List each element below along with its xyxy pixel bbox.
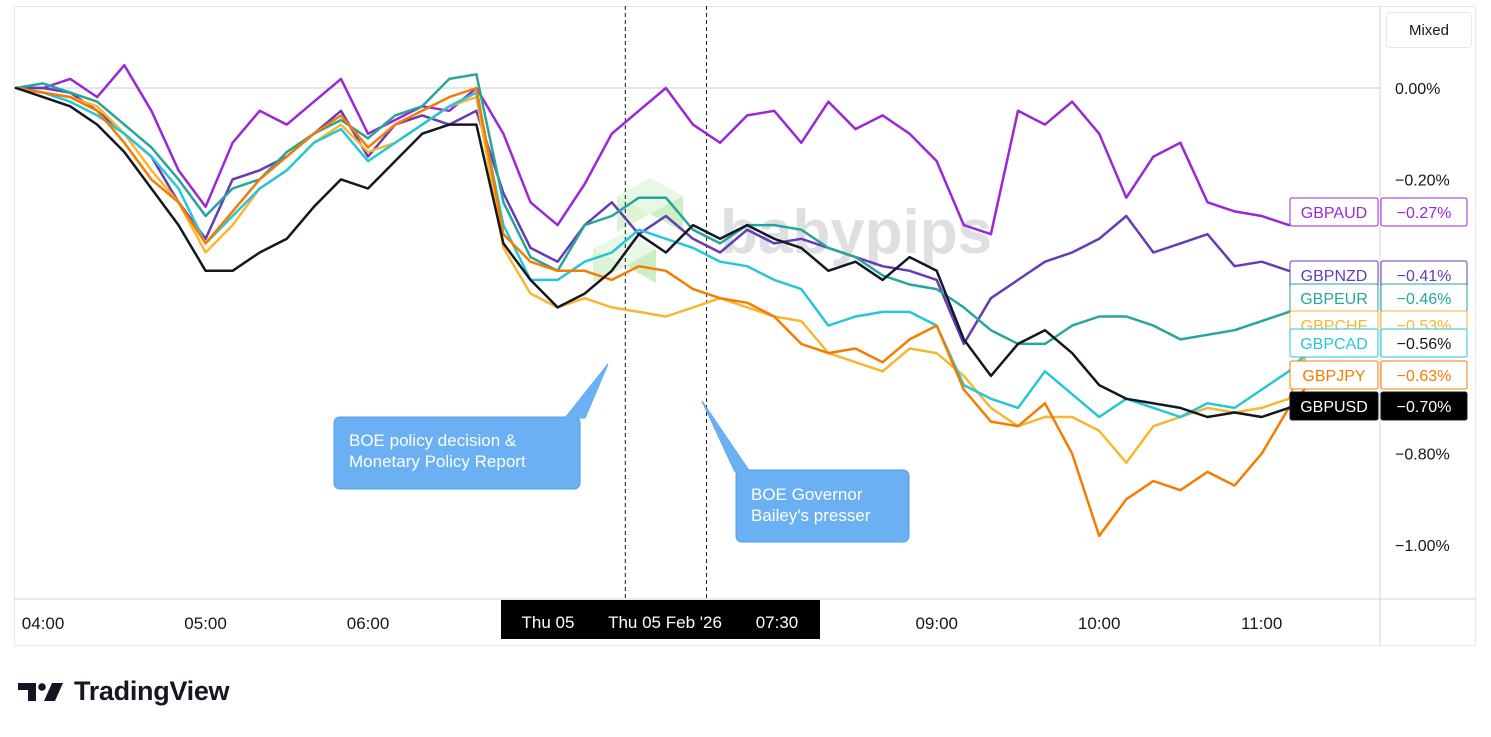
series-value-box xyxy=(1380,328,1468,358)
callout-text: BOE policy decision & Monetary Policy Rep… xyxy=(349,431,526,471)
series-name-box xyxy=(1289,328,1379,358)
series-value-box xyxy=(1380,197,1468,227)
x-tick-label: 06:00 xyxy=(347,614,390,633)
crosshair-time-label: Thu 05 Thu 05 Feb '26 07:30 xyxy=(501,600,820,639)
series-line-gbpchf[interactable] xyxy=(14,86,1318,464)
series-line-gbpusd[interactable] xyxy=(14,86,1318,419)
annotation-callout-2: BOE Governor Bailey's presser xyxy=(701,400,910,543)
series-value-label: −0.27% xyxy=(1397,205,1452,222)
callout-text: BOE Governor Bailey's presser xyxy=(751,485,871,525)
callout-pointer-fill xyxy=(702,401,750,472)
y-tick-label: 0.00% xyxy=(1395,81,1440,98)
y-tick-label: −0.20% xyxy=(1395,172,1450,189)
x-tick-label: 10:00 xyxy=(1078,614,1121,633)
series-name-label: GBPUSD xyxy=(1300,399,1368,416)
x-tick-label: 04:00 xyxy=(22,614,65,633)
series-last-value-labels: GBPAUD −0.27% GBPNZD −0.41% GBPEUR −0.46% GBPC… xyxy=(1289,197,1468,421)
crosshair-label-part-1: Thu 05 xyxy=(522,613,575,632)
series-value-label: −0.63% xyxy=(1397,368,1452,385)
crosshair-label-part-2: Thu 05 Feb '26 xyxy=(608,613,722,632)
scale-mode-button[interactable]: Mixed xyxy=(1386,12,1472,48)
y-axis-ticks: 0.00% −0.20% −0.80% −1.00% xyxy=(1395,81,1450,555)
y-tick-label: −0.80% xyxy=(1395,447,1450,464)
series-value-box xyxy=(1380,360,1468,390)
babypips-watermark: babypips xyxy=(593,178,992,283)
callout-text-line: Monetary Policy Report xyxy=(349,452,526,471)
callout-text-line: Bailey's presser xyxy=(751,506,871,525)
series-line-gbpaud[interactable] xyxy=(14,63,1318,236)
annotations: BOE policy decision & Monetary Policy Rep… xyxy=(333,363,910,543)
series-name-label: GBPNZD xyxy=(1301,268,1368,285)
tradingview-logo[interactable]: TradingView xyxy=(18,676,230,707)
series-name-box xyxy=(1289,391,1379,421)
series-line-gbpnzd[interactable] xyxy=(14,86,1318,346)
last-label-gbpjpy: GBPJPY −0.63% xyxy=(1289,360,1468,390)
series-line-gbpjpy[interactable] xyxy=(14,86,1318,538)
series-value-label: −0.46% xyxy=(1397,291,1452,308)
series-name-label: GBPAUD xyxy=(1301,205,1367,222)
last-label-gbpnzd: GBPNZD −0.41% xyxy=(1289,260,1468,290)
annotation-callout-1: BOE policy decision & Monetary Policy Rep… xyxy=(333,363,609,490)
crosshair-label-box xyxy=(501,600,820,639)
x-axis-ticks: 04:00 05:00 06:00 09:00 10:00 11:00 xyxy=(22,614,1283,633)
series-value-box xyxy=(1380,391,1468,421)
callout-text-line: BOE Governor xyxy=(751,485,863,504)
y-tick-label: −1.00% xyxy=(1395,538,1450,555)
event-markers xyxy=(624,6,708,599)
brand-name: TradingView xyxy=(74,676,230,706)
series-name-box xyxy=(1289,360,1379,390)
series-lines[interactable] xyxy=(14,63,1318,538)
last-label-gbpaud: GBPAUD −0.27% xyxy=(1289,197,1468,227)
x-tick-label: 09:00 xyxy=(915,614,958,633)
last-label-gbpusd: GBPUSD −0.70% xyxy=(1289,391,1468,421)
tradingview-logo-icon xyxy=(18,682,63,701)
callout-pointer-fill xyxy=(565,364,608,418)
series-name-label: GBPEUR xyxy=(1300,291,1368,308)
crosshair-label-part-3: 07:30 xyxy=(756,613,799,632)
series-value-label: −0.56% xyxy=(1397,336,1452,353)
last-label-gbpeur: GBPEUR −0.46% xyxy=(1289,283,1468,313)
series-line-gbpeur[interactable] xyxy=(14,73,1318,346)
callout-box xyxy=(735,469,910,543)
callout-text-line: BOE policy decision & xyxy=(349,431,517,450)
x-tick-label: 11:00 xyxy=(1241,614,1282,633)
axes xyxy=(14,6,1476,646)
series-name-label: GBPCAD xyxy=(1300,336,1368,353)
series-name-label: GBPJPY xyxy=(1302,368,1365,385)
series-value-label: −0.41% xyxy=(1397,268,1452,285)
last-label-gbpcad: GBPCAD −0.56% xyxy=(1289,328,1468,358)
series-name-box xyxy=(1289,197,1379,227)
x-tick-label: 05:00 xyxy=(184,614,227,633)
watermark-text: babypips xyxy=(720,198,992,267)
series-value-label: −0.70% xyxy=(1397,399,1452,416)
series-line-gbpcad[interactable] xyxy=(14,86,1318,419)
callout-box xyxy=(333,416,581,490)
